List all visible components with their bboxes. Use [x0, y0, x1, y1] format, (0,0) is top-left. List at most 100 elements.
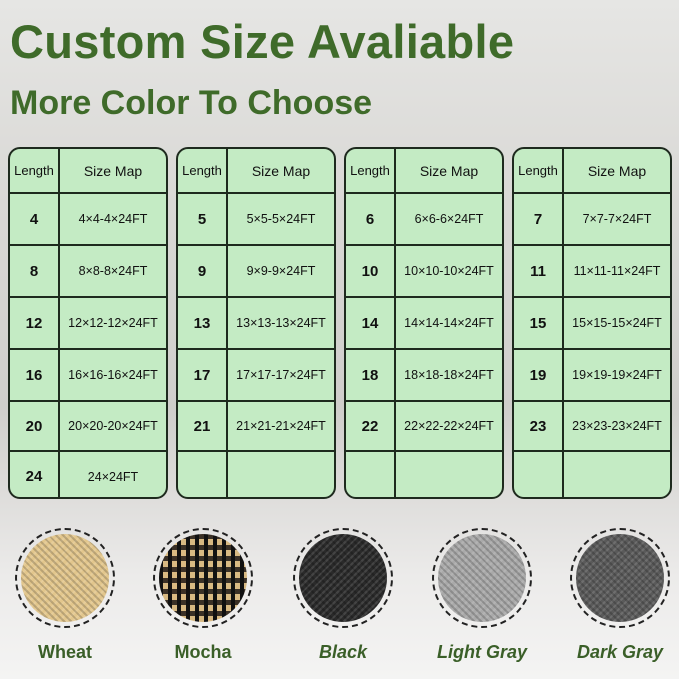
table-row: 23 23×23-23×24FT	[514, 402, 670, 452]
table-row: 7 7×7-7×24FT	[514, 194, 670, 246]
color-swatch-wheat	[15, 528, 115, 628]
length-cell: 14	[346, 298, 396, 348]
size-cell: 17×17-17×24FT	[236, 368, 326, 382]
fabric-texture	[438, 534, 526, 622]
table-row: 19 19×19-19×24FT	[514, 350, 670, 402]
table-row: 6 6×6-6×24FT	[346, 194, 502, 246]
length-cell: 23	[514, 402, 564, 450]
table-row: 13 13×13-13×24FT	[178, 298, 334, 350]
size-map-header: Size Map	[251, 162, 311, 179]
size-cell: 23×23-23×24FT	[572, 419, 662, 433]
fabric-texture	[299, 534, 387, 622]
color-swatch-dark-gray	[570, 528, 670, 628]
table-row: 20 20×20-20×24FT	[10, 402, 166, 452]
size-cell: 11×11-11×24FT	[573, 264, 661, 278]
table-row: 17 17×17-17×24FT	[178, 350, 334, 402]
size-cell: 13×13-13×24FT	[236, 316, 326, 330]
size-cell: 10×10-10×24FT	[404, 264, 494, 278]
table-row: 8 8×8-8×24FT	[10, 246, 166, 298]
size-cell	[564, 452, 670, 497]
table-row: 15 15×15-15×24FT	[514, 298, 670, 350]
table-row: 9 9×9-9×24FT	[178, 246, 334, 298]
table-header: Length Size Map	[514, 149, 670, 194]
size-cell: 5×5-5×24FT	[246, 212, 316, 226]
color-label: Black	[318, 642, 368, 662]
table-header: Length Size Map	[178, 149, 334, 194]
table-row: 22 22×22-22×24FT	[346, 402, 502, 452]
size-cell: 12×12-12×24FT	[68, 316, 158, 330]
size-cell: 16×16-16×24FT	[68, 368, 158, 382]
table-row: 11 11×11-11×24FT	[514, 246, 670, 298]
length-cell	[346, 452, 396, 497]
length-cell: 21	[178, 402, 228, 450]
table-header: Length Size Map	[346, 149, 502, 194]
table-row: 21 21×21-21×24FT	[178, 402, 334, 452]
length-cell: 7	[514, 194, 564, 244]
size-cell	[396, 452, 502, 497]
size-cell	[228, 452, 334, 497]
length-cell: 8	[10, 246, 60, 296]
length-cell: 12	[10, 298, 60, 348]
fabric-texture	[21, 534, 109, 622]
size-table: Length Size Map 7 7×7-7×24FT 11 11×11-11×24FT…	[512, 147, 672, 499]
length-cell: 24	[10, 452, 60, 497]
table-row: 24 24×24FT	[10, 452, 166, 497]
size-cell: 21×21-21×24FT	[236, 419, 326, 433]
size-map-header: Size Map	[83, 162, 143, 179]
length-cell: 11	[514, 246, 564, 296]
size-cell: 7×7-7×24FT	[582, 212, 652, 226]
length-cell: 6	[346, 194, 396, 244]
size-cell: 15×15-15×24FT	[572, 316, 662, 330]
size-map-header: Size Map	[419, 162, 479, 179]
length-cell: 17	[178, 350, 228, 400]
color-swatch-mocha	[153, 528, 253, 628]
length-cell: 19	[514, 350, 564, 400]
length-cell: 13	[178, 298, 228, 348]
table-row: 18 18×18-18×24FT	[346, 350, 502, 402]
color-label: Mocha	[174, 642, 232, 662]
length-cell: 22	[346, 402, 396, 450]
length-cell: 18	[346, 350, 396, 400]
length-header: Length	[514, 149, 564, 192]
length-cell: 10	[346, 246, 396, 296]
length-cell: 20	[10, 402, 60, 450]
length-cell	[514, 452, 564, 497]
table-row: 5 5×5-5×24FT	[178, 194, 334, 246]
length-header: Length	[346, 149, 396, 192]
size-cell: 24×24FT	[87, 469, 139, 484]
table-row: 14 14×14-14×24FT	[346, 298, 502, 350]
fabric-texture	[159, 534, 247, 622]
size-map-header: Size Map	[587, 162, 647, 179]
color-label: Light Gray	[436, 642, 527, 662]
size-cell: 14×14-14×24FT	[404, 316, 494, 330]
table-row: 16 16×16-16×24FT	[10, 350, 166, 402]
length-header: Length	[10, 149, 60, 192]
length-cell: 15	[514, 298, 564, 348]
length-cell: 4	[10, 194, 60, 244]
size-cell: 8×8-8×24FT	[78, 264, 148, 278]
size-cell: 6×6-6×24FT	[414, 212, 484, 226]
size-table: Length Size Map 6 6×6-6×24FT 10 10×10-10×24FT…	[344, 147, 504, 499]
color-label: Dark Gray	[576, 642, 664, 662]
size-cell: 19×19-19×24FT	[572, 368, 662, 382]
size-cell: 22×22-22×24FT	[404, 419, 494, 433]
length-cell: 16	[10, 350, 60, 400]
size-cell: 18×18-18×24FT	[404, 368, 494, 382]
size-table: Length Size Map 5 5×5-5×24FT 9 9×9-9×24FT 13 13…	[176, 147, 336, 499]
size-cell: 9×9-9×24FT	[246, 264, 316, 278]
fabric-texture	[576, 534, 664, 622]
table-row	[346, 452, 502, 497]
table-header: Length Size Map	[10, 149, 166, 194]
table-row	[178, 452, 334, 497]
length-cell: 5	[178, 194, 228, 244]
length-cell: 9	[178, 246, 228, 296]
size-table: Length Size Map 4 4×4-4×24FT 8 8×8-8×24FT 12 12…	[8, 147, 168, 499]
table-row: 12 12×12-12×24FT	[10, 298, 166, 350]
page-title: Custom Size Avaliable	[10, 15, 515, 68]
size-cell: 4×4-4×24FT	[78, 212, 148, 226]
color-label: Wheat	[38, 642, 92, 662]
table-row	[514, 452, 670, 497]
color-swatch-black	[293, 528, 393, 628]
length-header: Length	[178, 149, 228, 192]
page-subtitle: More Color To Choose	[10, 84, 373, 122]
